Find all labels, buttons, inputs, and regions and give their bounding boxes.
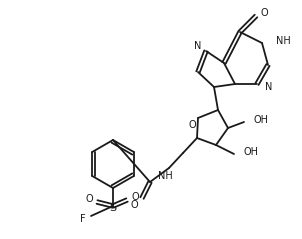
Text: F: F <box>80 214 86 224</box>
Text: NH: NH <box>276 36 291 46</box>
Text: O: O <box>188 120 196 130</box>
Text: NH: NH <box>158 171 172 181</box>
Text: O: O <box>85 194 93 204</box>
Text: N: N <box>194 41 202 51</box>
Text: OH: OH <box>254 115 269 125</box>
Text: O: O <box>131 192 139 202</box>
Text: O: O <box>130 200 138 210</box>
Text: O: O <box>260 8 268 18</box>
Text: S: S <box>109 203 117 213</box>
Text: OH: OH <box>244 147 259 157</box>
Text: N: N <box>265 82 272 92</box>
